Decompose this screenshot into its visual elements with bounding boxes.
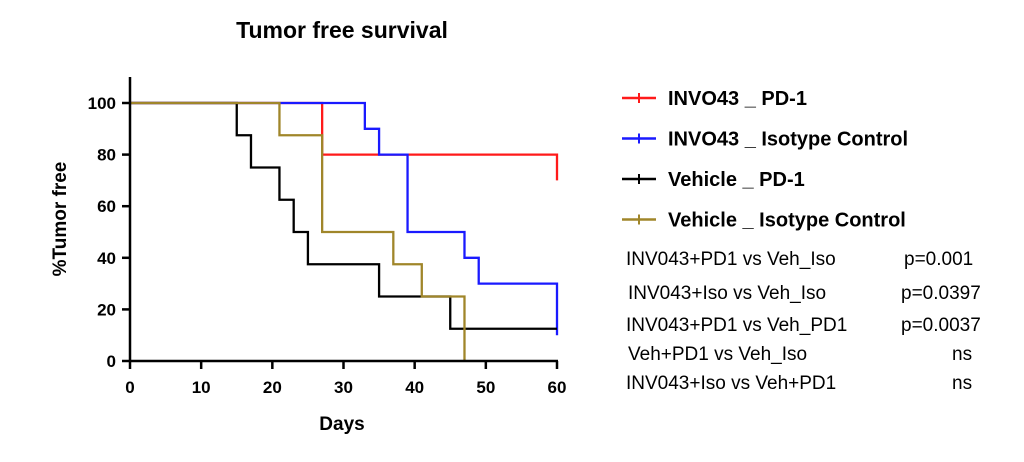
y-axis-title: %Tumor free [50, 162, 71, 277]
x-tick-label: 50 [476, 378, 495, 397]
legend: INVO43 _ PD-1 INVO43 _ Isotype Control Veh… [622, 88, 908, 232]
x-tick-label: 20 [263, 378, 282, 397]
stat-label: Veh+PD1 vs Veh_Iso [628, 344, 808, 365]
x-tick-label: 40 [405, 378, 424, 397]
x-tick-label: 0 [125, 378, 134, 397]
x-tick-label: 60 [548, 378, 567, 397]
legend-label: Vehicle _ PD-1 [668, 169, 805, 191]
series-line-3 [130, 101, 557, 330]
stat-label: INV043+PD1 vs Veh_PD1 [626, 315, 848, 336]
stat-value: ns [952, 344, 973, 365]
stat-value: p=0.001 [904, 249, 974, 270]
x-ticks: 0 10 20 30 40 50 60 [125, 361, 566, 397]
y-tick-label: 40 [97, 249, 116, 268]
stat-value: p=0.0397 [901, 283, 981, 304]
legend-label: INVO43 _ PD-1 [668, 88, 807, 110]
stat-label: INV043+Iso vs Veh_Iso [628, 283, 827, 304]
legend-label: INVO43 _ Isotype Control [668, 129, 908, 151]
x-tick-label: 30 [334, 378, 353, 397]
series-line-1 [130, 101, 559, 181]
legend-label: Vehicle _ Isotype Control [668, 210, 906, 232]
series-line-4 [130, 101, 466, 361]
stat-value: ns [952, 373, 973, 394]
chart-title: Tumor free survival [236, 17, 448, 43]
y-tick-label: 80 [97, 146, 116, 165]
stat-value: p=0.0037 [901, 315, 981, 336]
stat-label: INV043+Iso vs Veh+PD1 [626, 373, 837, 394]
x-tick-label: 10 [192, 378, 211, 397]
series-layer [130, 101, 559, 361]
y-tick-label: 20 [97, 300, 116, 319]
y-tick-label: 100 [88, 94, 116, 113]
y-tick-label: 60 [97, 197, 116, 216]
series-line-2 [130, 101, 559, 336]
stat-label: INV043+PD1 vs Veh_Iso [626, 249, 836, 270]
y-ticks: 0 20 40 60 80 100 [88, 94, 130, 371]
x-axis-title: Days [319, 414, 364, 435]
y-tick-label: 0 [107, 352, 116, 371]
